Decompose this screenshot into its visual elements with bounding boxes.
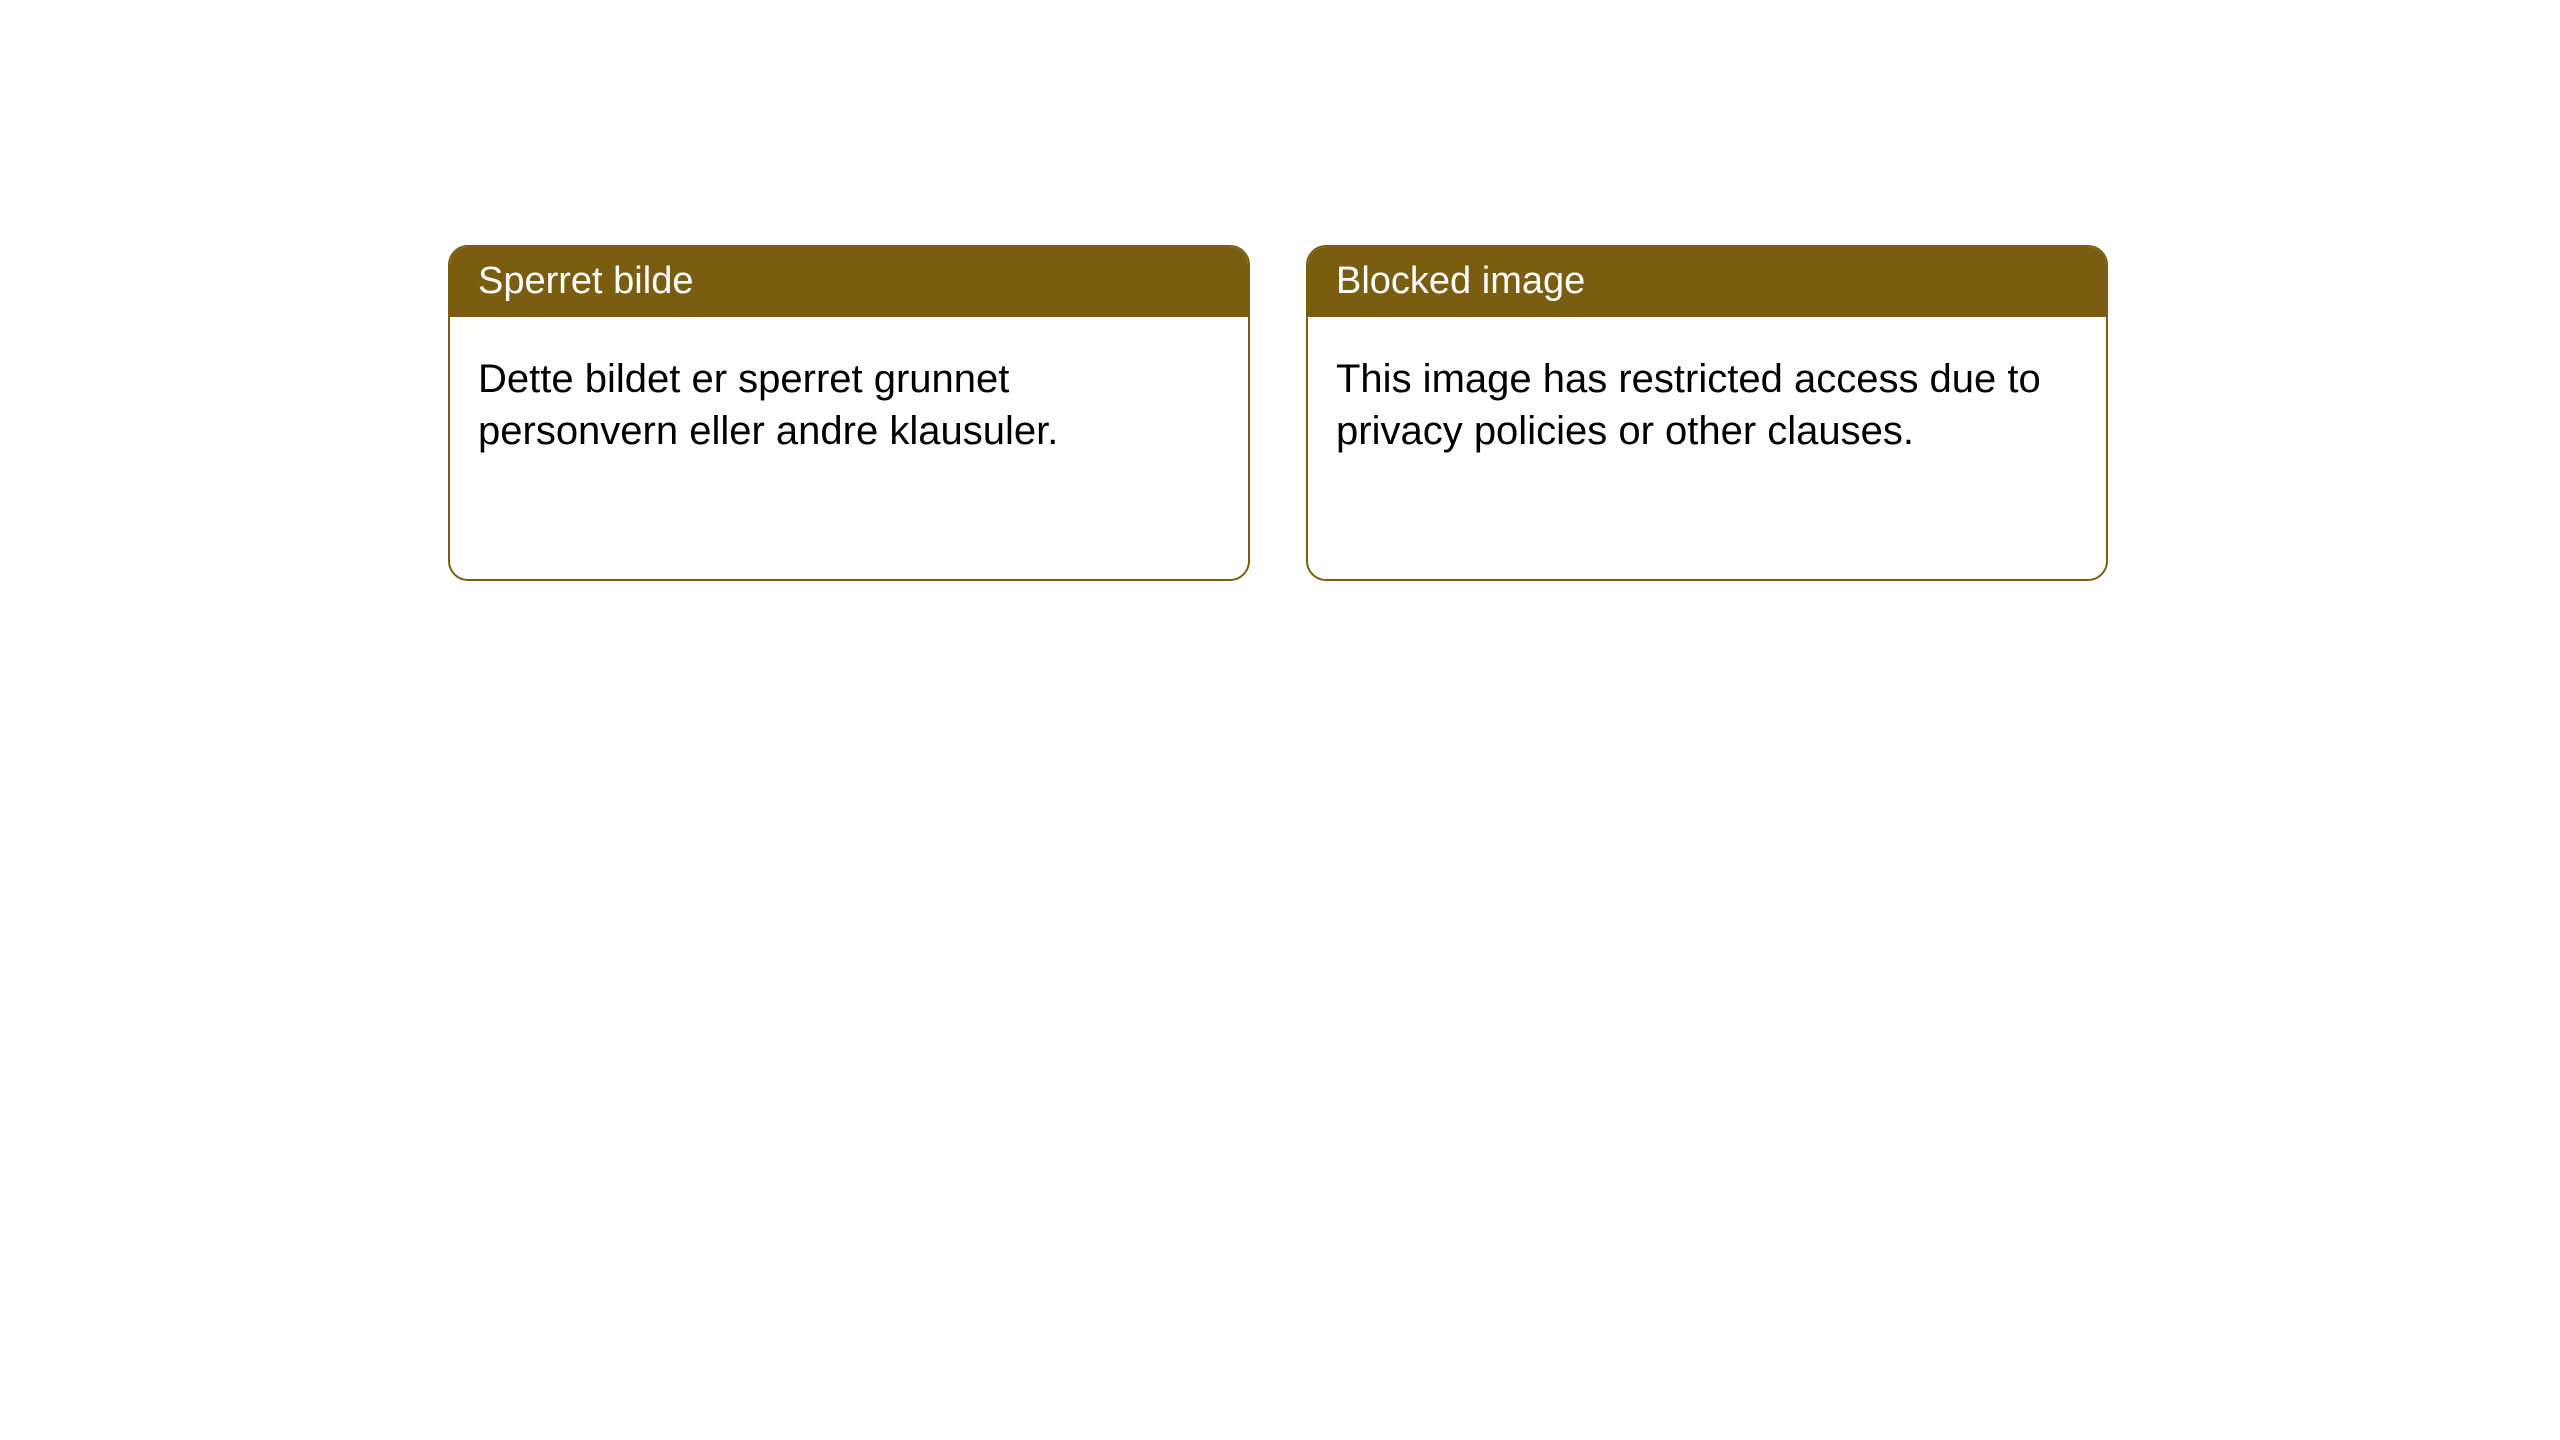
card-title: Blocked image: [1336, 260, 1585, 302]
card-body-text: This image has restricted access due to …: [1336, 357, 2041, 453]
card-body-text: Dette bildet er sperret grunnet personve…: [478, 357, 1058, 453]
notice-card-no: Sperret bilde Dette bildet er sperret gr…: [448, 245, 1250, 581]
notice-card-en: Blocked image This image has restricted …: [1306, 245, 2108, 581]
card-body: This image has restricted access due to …: [1308, 317, 2106, 493]
card-header: Blocked image: [1308, 247, 2106, 317]
notice-container: Sperret bilde Dette bildet er sperret gr…: [448, 245, 2108, 581]
card-body: Dette bildet er sperret grunnet personve…: [450, 317, 1248, 493]
card-title: Sperret bilde: [478, 260, 693, 302]
card-header: Sperret bilde: [450, 247, 1248, 317]
